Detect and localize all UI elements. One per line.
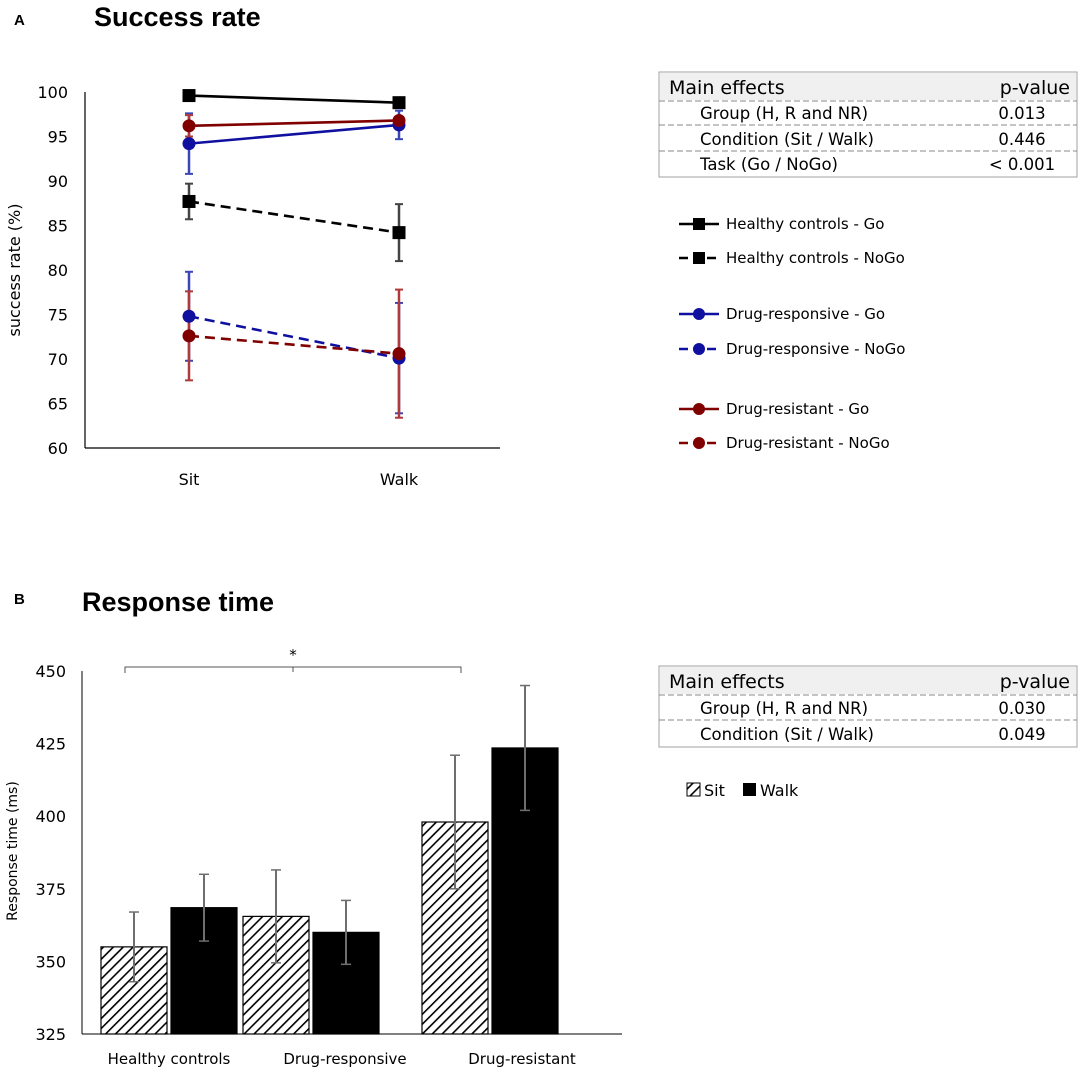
legend-label: Drug-resistant - NoGo [726,434,890,452]
panel-b-xticks: Healthy controls Drug-responsive Drug-resi… [108,1050,576,1068]
bar-walk [170,907,238,1035]
panel-a-ylabel: success rate (%) [5,204,24,337]
panel-b-letter: B [14,591,25,608]
y-tick-label: 90 [48,172,68,191]
data-point [182,89,196,103]
panel-b-yticks: 325 350 375 400 425 450 [35,662,66,1044]
table-a-row-value: 0.446 [998,130,1045,149]
panel-a-legend: Healthy controls - Go Healthy controls - … [679,215,905,452]
y-tick-label: 450 [35,662,66,681]
data-point [392,96,406,110]
legend-marker [693,437,705,449]
significance-star: * [289,646,297,664]
panel-a-axes [84,92,500,449]
table-a-row-value: < 0.001 [989,155,1055,174]
series-line [188,334,400,355]
y-tick-label: 75 [48,306,68,325]
legend-label: Drug-responsive - NoGo [726,340,905,358]
legend-label: Healthy controls - Go [726,215,884,233]
data-point [182,329,196,343]
table-a-header-effects: Main effects [669,77,785,99]
table-a-row-value: 0.013 [998,104,1045,123]
table-a-row-label: Task (Go / NoGo) [699,155,838,174]
y-tick-label: 60 [48,439,68,458]
panel-a-series [182,89,406,419]
table-b-row-label: Group (H, R and NR) [700,699,868,718]
table-b-row-value: 0.049 [998,725,1045,744]
legend-swatch-sit [686,782,701,797]
panel-b-legend: Sit Walk [686,781,799,800]
panel-a-xticks: Sit Walk [179,470,419,489]
data-point [182,119,196,133]
y-tick-label: 85 [48,217,68,236]
panel-b-title: Response time [82,587,274,617]
panel-b-ylabel: Response time (ms) [5,781,21,921]
legend-marker [693,308,705,320]
table-a-row-label: Group (H, R and NR) [700,104,868,123]
y-tick-label: 375 [35,880,66,899]
series-line [188,200,400,234]
legend-marker [693,218,705,230]
significance-bracket: * [124,646,462,673]
series-line [188,123,400,145]
x-tick-label: Walk [380,470,419,489]
data-point [182,137,196,151]
table-b-header-pvalue: p-value [1000,671,1070,693]
legend-label-sit: Sit [704,781,725,800]
legend-label: Healthy controls - NoGo [726,249,905,267]
panel-a-effects-table: Main effects p-value Group (H, R and NR)… [658,71,1078,178]
y-tick-label: 400 [35,807,66,826]
series-line [188,119,400,128]
table-a-row-label: Condition (Sit / Walk) [700,130,874,149]
panel-a-title: Success rate [94,2,261,32]
panel-a-yticks: 60 65 70 75 80 85 90 95 100 [37,83,68,458]
x-tick-label: Healthy controls [108,1050,231,1068]
data-point [182,194,196,208]
legend-marker [693,252,705,264]
x-tick-label: Sit [179,470,200,489]
table-a-header-pvalue: p-value [1000,77,1070,99]
series-line [188,94,400,104]
data-point [392,347,406,361]
panel-b-effects-table: Main effects p-value Group (H, R and NR)… [658,665,1078,748]
y-tick-label: 70 [48,350,68,369]
legend-label: Drug-responsive - Go [726,305,885,323]
y-tick-label: 350 [35,952,66,971]
y-tick-label: 80 [48,261,68,280]
data-point [392,226,406,240]
y-tick-label: 95 [48,128,68,147]
legend-marker [693,343,705,355]
legend-label-walk: Walk [760,781,799,800]
table-b-row-value: 0.030 [998,699,1045,718]
panel-a-letter: A [14,12,25,29]
y-tick-label: 325 [35,1025,66,1044]
table-b-header-effects: Main effects [669,671,785,693]
data-point [392,113,406,127]
y-tick-label: 425 [35,735,66,754]
y-tick-label: 100 [37,83,68,102]
x-tick-label: Drug-resistant [468,1050,576,1068]
legend-label: Drug-resistant - Go [726,400,869,418]
data-point [182,309,196,323]
legend-swatch-walk [743,783,756,796]
table-b-row-label: Condition (Sit / Walk) [700,725,874,744]
legend-marker [693,403,705,415]
x-tick-label: Drug-responsive [283,1050,406,1068]
panel-b-bars [100,684,559,1035]
series-line [188,315,400,360]
y-tick-label: 65 [48,395,68,414]
